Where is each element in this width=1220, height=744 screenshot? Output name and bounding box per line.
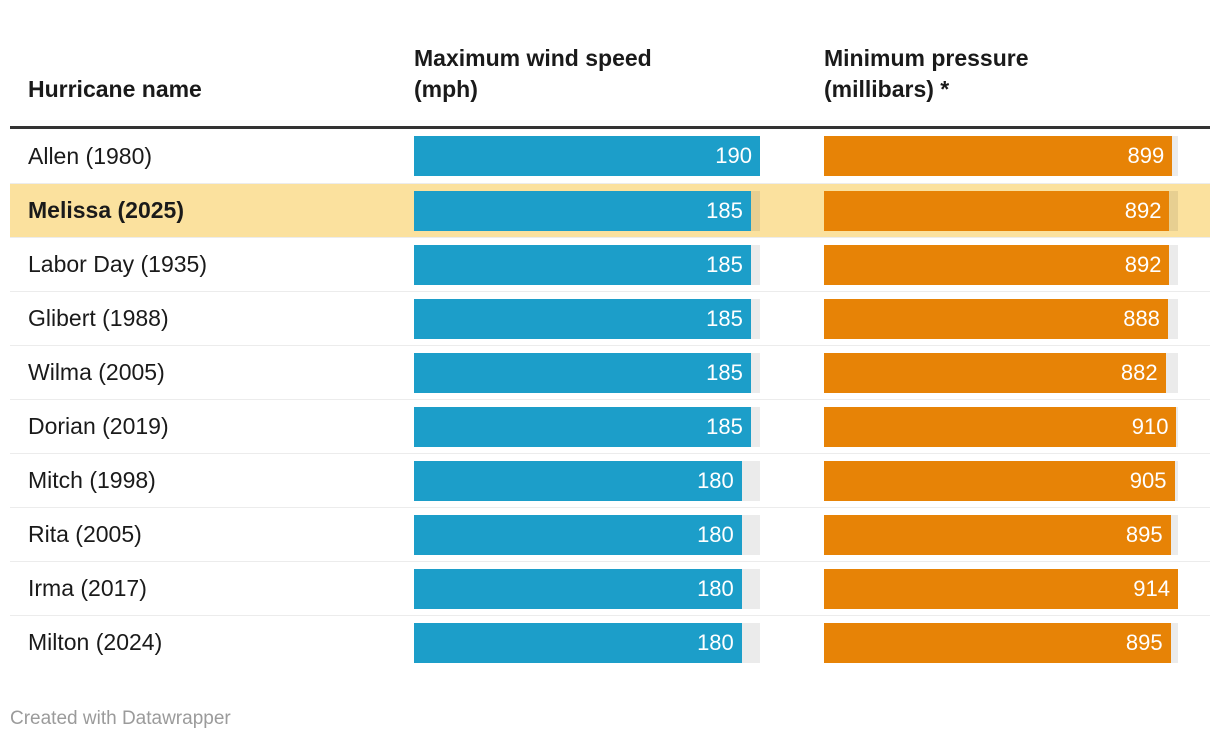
wind-value-label: 180 bbox=[697, 629, 734, 655]
wind-bar: 180 bbox=[414, 622, 742, 663]
pressure-value-label: 882 bbox=[1120, 359, 1158, 385]
wind-value-label: 180 bbox=[697, 521, 734, 547]
hurricane-name: Milton (2024) bbox=[28, 629, 163, 655]
wind-value-label: 180 bbox=[697, 575, 734, 601]
wind-bar: 185 bbox=[414, 406, 751, 447]
column-header-label-line2: (millibars) * bbox=[824, 76, 950, 102]
hurricane-name: Irma (2017) bbox=[28, 575, 147, 601]
pressure-bar-track: 905 bbox=[824, 460, 1178, 501]
wind-bar-track: 185 bbox=[414, 352, 760, 393]
hurricane-name: Wilma (2005) bbox=[28, 359, 165, 385]
datawrapper-credit-link[interactable]: Created with Datawrapper bbox=[10, 708, 231, 729]
pressure-bar: 910 bbox=[824, 406, 1177, 447]
table-row: Milton (2024) 180 895 bbox=[10, 615, 1210, 669]
table-row: Allen (1980) 190 899 bbox=[10, 129, 1210, 183]
wind-bar-track: 180 bbox=[414, 568, 760, 609]
wind-bar: 185 bbox=[414, 298, 751, 339]
wind-bar: 185 bbox=[414, 190, 751, 231]
pressure-bar-track: 892 bbox=[824, 190, 1178, 231]
column-header-label-line2: (mph) bbox=[414, 76, 478, 102]
table-row: Dorian (2019) 185 910 bbox=[10, 399, 1210, 453]
column-header-pressure: Minimum pressure (millibars) * bbox=[824, 43, 1210, 105]
wind-value-label: 185 bbox=[706, 413, 743, 439]
pressure-bar-track: 899 bbox=[824, 136, 1178, 176]
wind-bar-track: 190 bbox=[414, 136, 760, 176]
pressure-value-label: 899 bbox=[1127, 143, 1165, 168]
wind-bar-track: 180 bbox=[414, 514, 760, 555]
pressure-value-label: 895 bbox=[1125, 629, 1163, 655]
wind-bar: 190 bbox=[414, 136, 760, 176]
pressure-bar: 888 bbox=[824, 298, 1168, 339]
wind-value-label: 190 bbox=[715, 143, 752, 168]
pressure-value-label: 895 bbox=[1125, 521, 1163, 547]
wind-bar: 180 bbox=[414, 460, 742, 501]
column-header-label: Hurricane name bbox=[28, 76, 202, 102]
wind-bar-track: 185 bbox=[414, 190, 760, 231]
column-header-label-line1: Maximum wind speed bbox=[414, 45, 652, 71]
hurricane-name: Dorian (2019) bbox=[28, 413, 169, 439]
pressure-bar: 905 bbox=[824, 460, 1175, 501]
wind-bar: 180 bbox=[414, 514, 742, 555]
wind-value-label: 180 bbox=[697, 467, 734, 493]
column-header-label-line1: Minimum pressure bbox=[824, 45, 1029, 71]
pressure-bar: 882 bbox=[824, 352, 1166, 393]
pressure-bar-track: 910 bbox=[824, 406, 1178, 447]
table-row: Glibert (1988) 185 888 bbox=[10, 291, 1210, 345]
hurricane-name: Melissa (2025) bbox=[28, 197, 184, 223]
wind-bar-track: 185 bbox=[414, 406, 760, 447]
pressure-bar-track: 892 bbox=[824, 244, 1178, 285]
pressure-bar: 899 bbox=[824, 136, 1173, 176]
pressure-value-label: 888 bbox=[1123, 305, 1160, 331]
wind-bar-track: 185 bbox=[414, 244, 760, 285]
table-header: Hurricane name Maximum wind speed (mph) … bbox=[10, 0, 1210, 126]
column-header-hurricane-name: Hurricane name bbox=[10, 74, 414, 105]
pressure-bar-track: 895 bbox=[824, 622, 1178, 663]
column-header-wind-speed: Maximum wind speed (mph) bbox=[414, 43, 824, 105]
wind-bar: 180 bbox=[414, 568, 742, 609]
hurricane-name: Rita (2005) bbox=[28, 521, 142, 547]
table-row: Rita (2005) 180 895 bbox=[10, 507, 1210, 561]
wind-value-label: 185 bbox=[706, 305, 743, 331]
wind-value-label: 185 bbox=[706, 197, 743, 223]
table-row: Irma (2017) 180 914 bbox=[10, 561, 1210, 615]
hurricane-name: Mitch (1998) bbox=[28, 467, 156, 493]
pressure-value-label: 905 bbox=[1129, 467, 1167, 493]
wind-bar-track: 180 bbox=[414, 622, 760, 663]
pressure-value-label: 892 bbox=[1124, 197, 1162, 223]
wind-value-label: 185 bbox=[706, 359, 743, 385]
hurricane-name: Labor Day (1935) bbox=[28, 251, 207, 277]
pressure-bar: 895 bbox=[824, 514, 1171, 555]
pressure-bar-track: 895 bbox=[824, 514, 1178, 555]
wind-bar: 185 bbox=[414, 244, 751, 285]
pressure-value-label: 892 bbox=[1124, 251, 1162, 277]
table-rows: Allen (1980) 190 899 Melissa (2025) 185 bbox=[10, 129, 1210, 669]
table-row: Melissa (2025) 185 892 bbox=[10, 183, 1210, 237]
wind-bar-track: 180 bbox=[414, 460, 760, 501]
wind-bar: 185 bbox=[414, 352, 751, 393]
pressure-bar: 895 bbox=[824, 622, 1171, 663]
pressure-bar-track: 888 bbox=[824, 298, 1178, 339]
table-row: Wilma (2005) 185 882 bbox=[10, 345, 1210, 399]
wind-value-label: 185 bbox=[706, 251, 743, 277]
table-row: Labor Day (1935) 185 892 bbox=[10, 237, 1210, 291]
pressure-value-label: 910 bbox=[1131, 413, 1169, 439]
pressure-bar-track: 914 bbox=[824, 568, 1178, 609]
pressure-bar: 914 bbox=[824, 568, 1178, 609]
header-divider-rule bbox=[10, 126, 1210, 129]
hurricane-name: Allen (1980) bbox=[28, 142, 153, 169]
pressure-bar: 892 bbox=[824, 244, 1170, 285]
pressure-bar: 892 bbox=[824, 190, 1170, 231]
pressure-value-label: 914 bbox=[1133, 575, 1170, 601]
wind-bar-track: 185 bbox=[414, 298, 760, 339]
hurricane-name: Glibert (1988) bbox=[28, 305, 169, 331]
table-row: Mitch (1998) 180 905 bbox=[10, 453, 1210, 507]
pressure-bar-track: 882 bbox=[824, 352, 1178, 393]
